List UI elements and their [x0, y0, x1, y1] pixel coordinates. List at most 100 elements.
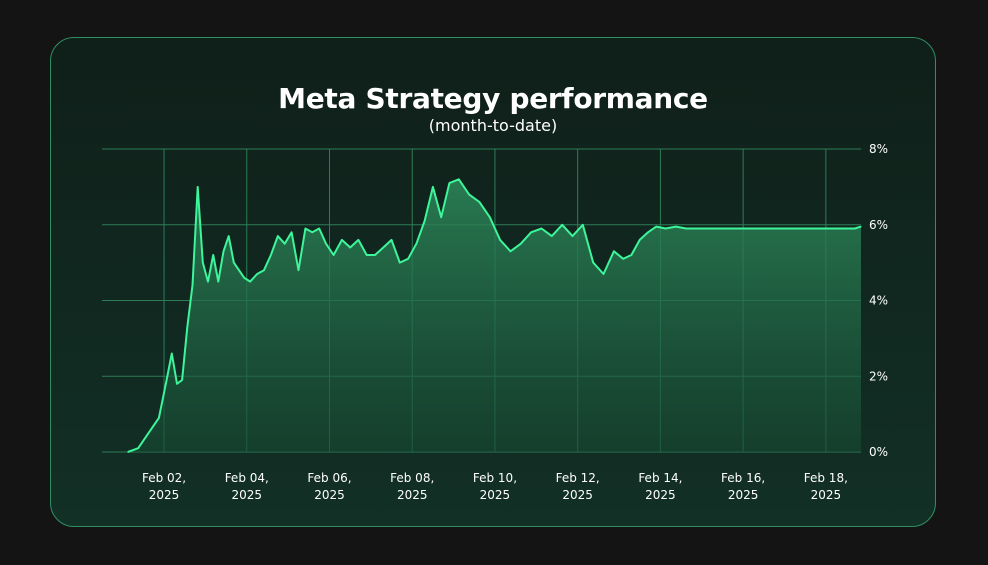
data-point: [186, 326, 188, 328]
y-tick-label: 8%: [869, 142, 888, 156]
data-point: [860, 226, 862, 228]
data-point: [796, 227, 798, 230]
data-point: [277, 235, 279, 237]
data-point: [127, 451, 129, 453]
data-point: [399, 262, 401, 264]
series-line: [127, 178, 862, 453]
data-point: [551, 235, 553, 237]
data-point: [613, 250, 615, 252]
data-point: [685, 227, 687, 230]
data-point: [415, 243, 417, 245]
data-point: [311, 231, 313, 233]
data-point: [197, 186, 199, 188]
data-point: [284, 243, 286, 245]
y-tick-label: 4%: [869, 294, 888, 308]
y-tick-label: 2%: [869, 369, 888, 383]
x-tick-label: Feb 04, 2025: [225, 471, 269, 502]
data-point: [509, 250, 512, 252]
data-point: [768, 227, 770, 230]
data-point: [357, 239, 360, 241]
data-point: [228, 235, 230, 237]
x-tick-label: Feb 16, 2025: [721, 471, 765, 502]
data-point: [561, 224, 563, 226]
data-point: [837, 227, 839, 230]
data-point: [655, 226, 657, 228]
data-point: [571, 235, 574, 237]
data-point: [256, 273, 258, 275]
data-point: [716, 227, 718, 230]
data-point: [530, 231, 532, 233]
data-point: [821, 227, 823, 230]
data-point: [747, 227, 749, 230]
data-point: [137, 447, 139, 449]
data-point: [191, 284, 194, 286]
data-point: [602, 273, 605, 275]
data-point: [468, 193, 470, 196]
chart-subtitle: (month-to-date): [428, 116, 558, 135]
x-tick-label: Feb 06, 2025: [307, 471, 351, 502]
data-point: [758, 227, 760, 230]
data-point: [778, 227, 780, 230]
data-point: [458, 178, 460, 180]
data-point: [478, 201, 481, 203]
data-point: [695, 227, 698, 230]
data-point: [622, 258, 624, 260]
x-tick-label: Feb 08, 2025: [390, 471, 434, 502]
data-point: [432, 186, 434, 188]
data-point: [374, 254, 376, 256]
data-point: [706, 227, 708, 230]
data-point: [424, 220, 426, 222]
data-point: [249, 280, 251, 283]
data-point: [304, 227, 306, 230]
axis-labels: 0% 2% 4% 6% 8% Feb 02, 2025 Feb 04, 2025 Feb 06, 2…: [142, 142, 888, 502]
data-point: [233, 262, 235, 264]
data-point: [390, 239, 393, 241]
data-point: [854, 227, 856, 230]
data-point: [520, 243, 522, 245]
data-point: [845, 227, 848, 230]
chart-title: Meta Strategy performance: [278, 82, 708, 115]
data-point: [737, 227, 739, 230]
x-tick-label: Feb 12, 2025: [556, 471, 600, 502]
data-point: [325, 243, 327, 245]
data-point: [407, 258, 409, 260]
data-point: [166, 379, 168, 381]
data-point: [207, 280, 209, 283]
data-point: [812, 227, 815, 230]
y-tick-label: 6%: [869, 218, 888, 232]
data-point: [333, 254, 335, 256]
data-point: [176, 383, 178, 385]
data-point: [448, 182, 451, 184]
data-point: [318, 227, 320, 230]
data-point: [181, 379, 183, 381]
data-point: [158, 417, 160, 419]
data-point: [243, 277, 245, 279]
data-point: [592, 262, 594, 264]
x-tick-label: Feb 18, 2025: [804, 471, 848, 502]
data-point: [630, 254, 633, 256]
x-tick-label: Feb 14, 2025: [638, 471, 682, 502]
data-point: [647, 231, 649, 233]
data-point: [582, 224, 584, 226]
data-point: [499, 239, 501, 241]
x-tick-label: Feb 02, 2025: [142, 471, 186, 502]
data-point: [349, 246, 351, 249]
data-point: [675, 226, 677, 228]
data-point: [290, 231, 293, 233]
data-point: [727, 227, 729, 230]
data-point: [382, 246, 384, 249]
performance-chart: 0% 2% 4% 6% 8% Feb 02, 2025 Feb 04, 2025 Feb 06, 2…: [102, 142, 888, 502]
x-tick-label: Feb 10, 2025: [473, 471, 517, 502]
data-point: [270, 254, 272, 256]
data-point: [804, 227, 806, 230]
data-point: [664, 227, 667, 230]
area-fill: [127, 179, 861, 453]
data-point: [297, 269, 300, 271]
data-point: [171, 352, 173, 355]
data-point: [489, 216, 491, 218]
data-point: [202, 262, 204, 264]
data-point: [440, 216, 442, 218]
data-point: [639, 239, 641, 241]
data-point: [263, 269, 265, 271]
data-point: [222, 250, 225, 252]
